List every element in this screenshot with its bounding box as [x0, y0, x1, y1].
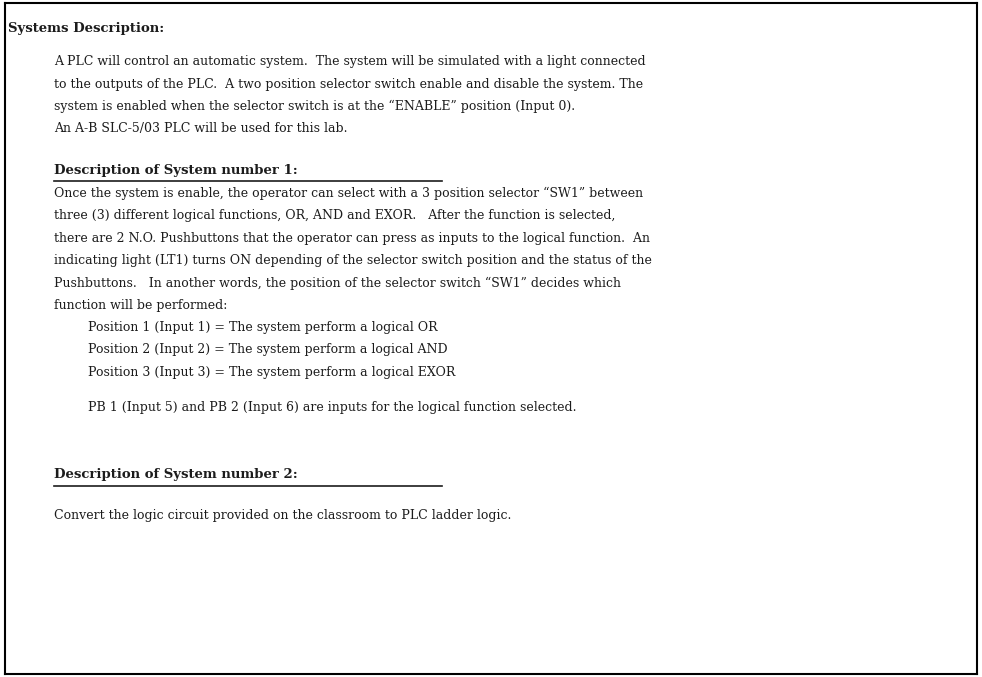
Text: Description of System number 1:: Description of System number 1:	[54, 164, 298, 177]
Text: PB 1 (Input 5) and PB 2 (Input 6) are inputs for the logical function selected.: PB 1 (Input 5) and PB 2 (Input 6) are in…	[88, 401, 576, 414]
Text: function will be performed:: function will be performed:	[54, 299, 228, 311]
Text: Pushbuttons.   In another words, the position of the selector switch “SW1” decid: Pushbuttons. In another words, the posit…	[54, 276, 621, 290]
Text: Position 1 (Input 1) = The system perform a logical OR: Position 1 (Input 1) = The system perfor…	[88, 321, 438, 334]
Text: A PLC will control an automatic system.  The system will be simulated with a lig: A PLC will control an automatic system. …	[54, 56, 645, 68]
Text: Position 3 (Input 3) = The system perform a logical EXOR: Position 3 (Input 3) = The system perfor…	[88, 366, 456, 378]
Text: Systems Description:: Systems Description:	[8, 22, 164, 35]
Text: Once the system is enable, the operator can select with a 3 position selector “S: Once the system is enable, the operator …	[54, 187, 643, 200]
Text: to the outputs of the PLC.  A two position selector switch enable and disable th: to the outputs of the PLC. A two positio…	[54, 78, 643, 91]
Text: Position 2 (Input 2) = The system perform a logical AND: Position 2 (Input 2) = The system perfor…	[88, 343, 448, 356]
Text: there are 2 N.O. Pushbuttons that the operator can press as inputs to the logica: there are 2 N.O. Pushbuttons that the op…	[54, 232, 650, 244]
Text: An A-B SLC-5/03 PLC will be used for this lab.: An A-B SLC-5/03 PLC will be used for thi…	[54, 123, 348, 135]
Text: system is enabled when the selector switch is at the “ENABLE” position (Input 0): system is enabled when the selector swit…	[54, 100, 575, 113]
Text: Convert the logic circuit provided on the classroom to PLC ladder logic.: Convert the logic circuit provided on th…	[54, 508, 512, 522]
Text: three (3) different logical functions, OR, AND and EXOR.   After the function is: three (3) different logical functions, O…	[54, 209, 616, 222]
Text: indicating light (LT1) turns ON depending of the selector switch position and th: indicating light (LT1) turns ON dependin…	[54, 254, 652, 267]
Text: Description of System number 2:: Description of System number 2:	[54, 468, 298, 481]
